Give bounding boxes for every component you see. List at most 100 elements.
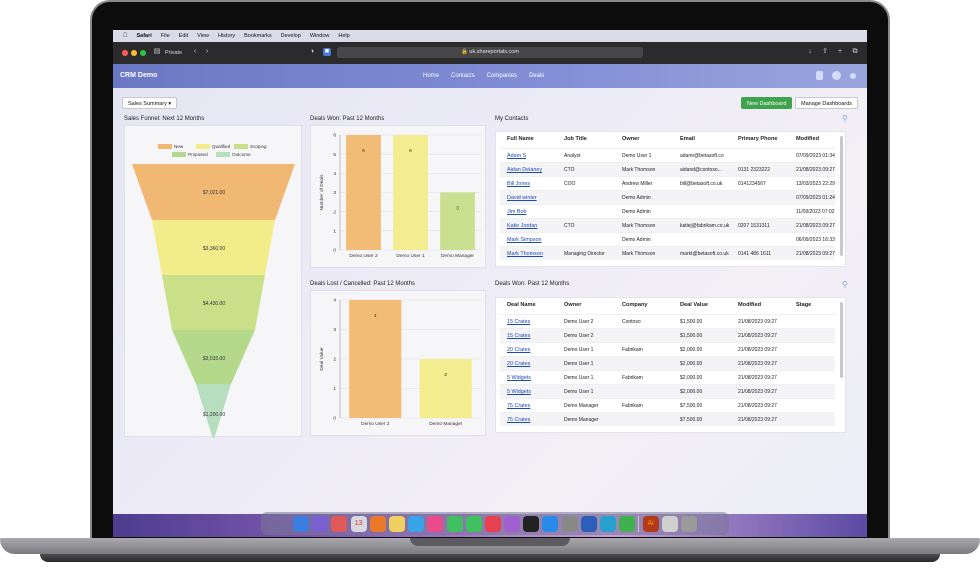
table-row[interactable]: 20 Crates Demo User 1 Fabrikam $2,000.00 21/… bbox=[500, 342, 835, 356]
zoom-window-button[interactable] bbox=[140, 50, 146, 56]
table-row[interactable]: 15 Crates Demo User 2 Contoso $1,500.00 21/0… bbox=[500, 314, 835, 328]
row-link[interactable]: 75 Crates bbox=[507, 403, 531, 409]
row-link[interactable]: 5 Widgets bbox=[507, 375, 531, 381]
dock-app-icon[interactable] bbox=[661, 515, 678, 532]
menu-edit[interactable]: Edit bbox=[174, 33, 188, 39]
menu-history[interactable]: History bbox=[213, 33, 235, 39]
share-icon[interactable]: ⇧ bbox=[822, 48, 828, 55]
user-avatar-icon[interactable] bbox=[832, 71, 841, 80]
dock-app-icon[interactable] bbox=[504, 515, 521, 532]
menu-safari[interactable]: Safari bbox=[132, 33, 152, 39]
table-row[interactable]: 75 Crates Demo Manager $7,500.00 21/08/2023… bbox=[500, 412, 835, 426]
extension-icon[interactable]: ■ bbox=[323, 48, 331, 56]
dock-app-icon[interactable] bbox=[619, 515, 636, 532]
row-link[interactable]: Bill Jones bbox=[507, 181, 531, 187]
table-row[interactable]: David winter Demo Admin 07/09/2023 01:24 bbox=[500, 190, 835, 204]
nav-home[interactable]: Home bbox=[423, 73, 440, 79]
dock-app-icon[interactable] bbox=[331, 515, 348, 532]
table-row[interactable]: 20 Crates Demo User 1 $2,000.00 21/08/2023 … bbox=[500, 356, 835, 370]
tab-overview-icon[interactable]: ⧉ bbox=[852, 48, 858, 55]
column-header[interactable]: Owner bbox=[564, 302, 582, 308]
table-row[interactable]: Adam S Analyst Demo User 1 adamr@betasoft.c… bbox=[500, 148, 835, 162]
contacts-search-icon[interactable]: ⚲ bbox=[842, 114, 848, 123]
row-link[interactable]: 20 Crates bbox=[507, 361, 531, 367]
dock-app-icon[interactable] bbox=[446, 515, 463, 532]
menu-view[interactable]: View bbox=[192, 33, 209, 39]
column-header[interactable]: Modified bbox=[796, 136, 819, 142]
dock-app-icon[interactable] bbox=[369, 515, 386, 532]
table-row[interactable]: 5 Widgets Demo User 1 $2,000.00 21/08/2023 … bbox=[500, 384, 835, 398]
nav-deals[interactable]: Deals bbox=[529, 73, 545, 79]
table-row[interactable]: Mark Simpson Demo Admin 06/09/2023 16:33 bbox=[500, 232, 835, 246]
dock-app-icon[interactable] bbox=[523, 515, 540, 532]
dock-app-icon[interactable] bbox=[408, 515, 425, 532]
table-row[interactable]: Mark Thomson Managing Director Mark Thomso… bbox=[500, 246, 835, 260]
help-icon[interactable] bbox=[816, 71, 823, 80]
column-header[interactable]: Full Name bbox=[507, 136, 534, 142]
table-row[interactable]: Katie Jordan CTO Mark Thomson katiej@fabrik… bbox=[500, 218, 835, 232]
shield-icon[interactable]: ◑ bbox=[309, 48, 315, 55]
contacts-scrollbar[interactable] bbox=[840, 136, 843, 256]
row-link[interactable]: Aidan Delaney bbox=[507, 167, 543, 173]
row-link[interactable]: 5 Widgets bbox=[507, 389, 531, 395]
dock-app-icon[interactable] bbox=[293, 515, 310, 532]
dashboard-dropdown[interactable]: Sales Summary ▾ bbox=[122, 97, 178, 109]
table-row[interactable]: 5 Widgets Demo User 1 Fabrikam $2,000.00 21/… bbox=[500, 370, 835, 384]
nav-contacts[interactable]: Contacts bbox=[451, 73, 475, 79]
nav-companies[interactable]: Companies bbox=[486, 73, 518, 79]
column-header[interactable]: Company bbox=[622, 302, 648, 308]
column-header[interactable]: Deal Value bbox=[680, 302, 708, 308]
dock-app-icon[interactable] bbox=[484, 515, 501, 532]
row-link[interactable]: David winter bbox=[507, 195, 537, 201]
table-row[interactable]: Bill Jones COO Andrew Miller bill@betasoft.… bbox=[500, 176, 835, 190]
forward-icon[interactable]: › bbox=[205, 48, 209, 55]
column-header[interactable]: Email bbox=[680, 136, 695, 142]
table-row[interactable]: Jim Bob Demo Admin 11/09/2023 07:02 bbox=[500, 204, 835, 218]
close-window-button[interactable] bbox=[122, 50, 128, 56]
address-bar[interactable]: 🔒 uk.shareportals.com bbox=[337, 47, 643, 58]
table-row[interactable]: 15 Crates Demo User 2 $1,500.00 21/08/2023 … bbox=[500, 328, 835, 342]
deals-scrollbar[interactable] bbox=[840, 302, 843, 378]
menu-window[interactable]: Window bbox=[305, 33, 330, 39]
calendar-app-icon[interactable]: 13 bbox=[350, 515, 367, 532]
column-header[interactable]: Deal Name bbox=[507, 302, 536, 308]
dock-app-icon[interactable] bbox=[427, 515, 444, 532]
row-link[interactable]: 15 Crates bbox=[507, 319, 531, 325]
menu-help[interactable]: Help bbox=[333, 33, 349, 39]
menu-develop[interactable]: Develop bbox=[276, 33, 301, 39]
illustrator-app-icon[interactable]: Ai bbox=[642, 515, 659, 532]
row-link[interactable]: Katie Jordan bbox=[507, 223, 538, 229]
new-dashboard-button[interactable]: New Dashboard bbox=[741, 97, 793, 109]
apple-icon[interactable]:  bbox=[123, 33, 128, 39]
column-header[interactable]: Stage bbox=[796, 302, 812, 308]
dock-app-icon[interactable] bbox=[600, 515, 617, 532]
column-header[interactable]: Primary Phone bbox=[738, 136, 778, 142]
dock-app-icon[interactable] bbox=[680, 515, 697, 532]
dock-app-icon[interactable] bbox=[542, 515, 559, 532]
dock-app-icon[interactable] bbox=[312, 515, 329, 532]
download-icon[interactable]: ↓ bbox=[808, 48, 812, 55]
column-header[interactable]: Job Title bbox=[564, 136, 587, 142]
settings-icon[interactable] bbox=[850, 73, 856, 79]
row-link[interactable]: 15 Crates bbox=[507, 333, 531, 339]
dock-app-icon[interactable] bbox=[561, 515, 578, 532]
table-row[interactable]: 75 Crates Demo Manager Fabrikam $7,500.00 21… bbox=[500, 398, 835, 412]
menu-file[interactable]: File bbox=[156, 33, 170, 39]
row-link[interactable]: Mark Thomson bbox=[507, 251, 543, 257]
column-header[interactable]: Owner bbox=[622, 136, 640, 142]
minimize-window-button[interactable] bbox=[131, 50, 137, 56]
app-brand[interactable]: CRM Demo bbox=[120, 72, 158, 79]
table-row[interactable]: Aidan Delaney CTO Mark Thomson aidand@conto… bbox=[500, 162, 835, 176]
deals-search-icon[interactable]: ⚲ bbox=[842, 280, 848, 289]
row-link[interactable]: 75 Crates bbox=[507, 417, 531, 423]
row-link[interactable]: Jim Bob bbox=[507, 209, 527, 215]
dock-app-icon[interactable] bbox=[580, 515, 597, 532]
sidebar-icon[interactable]: ▤ bbox=[153, 48, 161, 55]
column-header[interactable]: Modified bbox=[738, 302, 761, 308]
manage-dashboards-button[interactable]: Manage Dashboards bbox=[795, 97, 859, 109]
row-link[interactable]: Mark Simpson bbox=[507, 237, 542, 243]
dock-app-icon[interactable] bbox=[388, 515, 405, 532]
new-tab-icon[interactable]: + bbox=[837, 48, 843, 55]
back-icon[interactable]: ‹ bbox=[193, 48, 197, 55]
row-link[interactable]: 20 Crates bbox=[507, 347, 531, 353]
